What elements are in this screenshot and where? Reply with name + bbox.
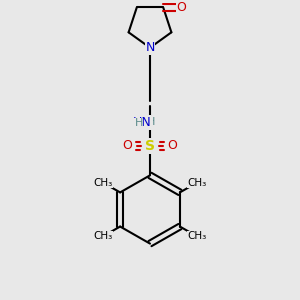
Text: HN: HN: [133, 116, 152, 129]
Text: CH₃: CH₃: [187, 231, 206, 241]
Text: S: S: [145, 139, 155, 153]
Text: H: H: [147, 117, 156, 127]
Text: O: O: [168, 139, 177, 152]
Text: O: O: [123, 139, 132, 152]
Text: N: N: [145, 41, 155, 54]
Text: CH₃: CH₃: [94, 178, 113, 188]
Text: H: H: [134, 118, 143, 128]
Text: O: O: [176, 1, 186, 14]
Text: N: N: [141, 116, 151, 128]
Text: CH₃: CH₃: [94, 231, 113, 241]
Text: CH₃: CH₃: [187, 178, 206, 188]
